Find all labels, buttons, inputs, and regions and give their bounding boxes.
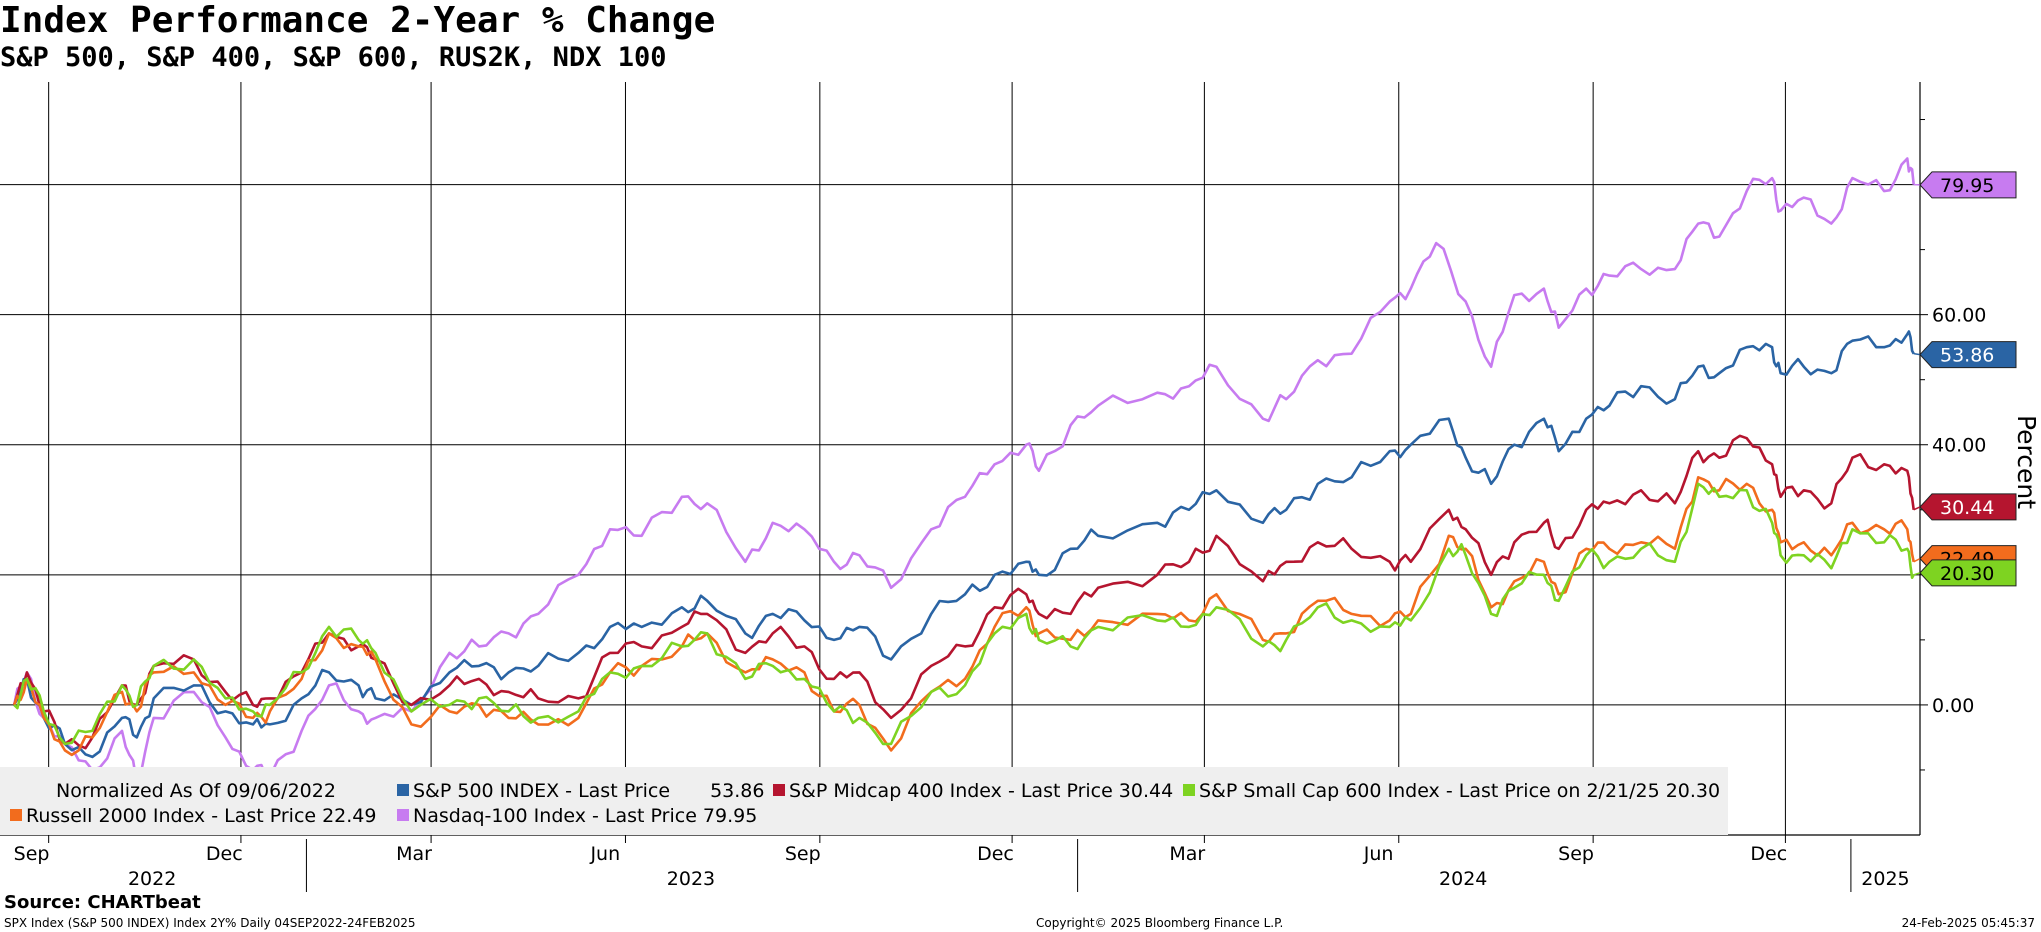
legend-entry-value: 22.49 [322,805,376,827]
series-line-3 [12,476,1915,757]
series-line-4 [13,482,1915,746]
footer-series-info: SPX Index (S&P 500 INDEX) Index 2Y% Dail… [4,916,416,930]
legend-background [0,767,1728,835]
year-label: 2022 [128,868,176,890]
x-tick-label: Sep [1558,843,1594,865]
x-tick-label: Sep [785,843,821,865]
series-layer [12,157,1915,785]
x-tick-label: Jun [1363,843,1394,865]
footer-timestamp: 24-Feb-2025 05:45:37 [1901,916,2035,930]
x-tick-label: Sep [14,843,50,865]
last-value-badge [1919,171,2017,199]
badge-connector [1913,506,1921,511]
y-tick-label: 40.00 [1932,435,1986,457]
legend-entry-label: S&P 500 INDEX - Last Price [413,780,670,802]
last-value-badge [1919,493,2017,521]
badge-connector [1913,572,1921,576]
last-value-label: 30.44 [1940,497,1994,519]
legend-entry-label: S&P Small Cap 600 Index - Last Price on … [1199,780,1660,802]
badge-connector [1913,352,1921,356]
x-tick-label: Dec [206,843,243,865]
chart-title: Index Performance 2-Year % Change [0,0,716,41]
y-tick-label: 60.00 [1932,305,1986,327]
legend-header: Normalized As Of 09/06/2022 [56,780,336,802]
legend-entry-label: Russell 2000 Index - Last Price [26,805,316,827]
last-value-label: 53.86 [1940,345,1994,367]
footer-copyright: Copyright© 2025 Bloomberg Finance L.P. [1036,916,1284,930]
legend-swatch [397,784,409,796]
legend-entry-value: 79.95 [703,805,757,827]
x-axis: Sep Dec Mar Jun Sep Dec Mar Jun Sep Dec 2022 2023 20… [0,834,1920,892]
chart-subtitle: S&P 500, S&P 400, S&P 600, RUS2K, NDX 10… [0,42,667,73]
x-tick-label: Dec [1750,843,1787,865]
legend-swatch [773,784,785,796]
year-label: 2023 [667,868,715,890]
series-line-1 [13,330,1915,759]
last-value-badge [1919,559,2017,587]
legend-entry-value: 30.44 [1119,780,1173,802]
legend-entry-value: 53.86 [710,780,764,802]
last-value-label: 79.95 [1940,175,1994,197]
legend-swatch [10,809,22,821]
y-axis-label: Percent [2012,415,2041,509]
legend-entry-value: 20.30 [1666,780,1720,802]
last-value-badge [1919,341,2017,369]
year-label: 2024 [1439,868,1487,890]
legend: Normalized As Of 09/06/2022 S&P 500 INDE… [0,767,1728,835]
legend-entry-label: Nasdaq-100 Index - Last Price [413,805,697,827]
x-tick-label: Dec [977,843,1014,865]
x-tick-label: Mar [1169,843,1205,865]
series-line-0 [12,157,1915,785]
badge-connector [1913,557,1921,563]
year-label: 2025 [1861,868,1909,890]
y-tick-label: 0.00 [1932,695,1974,717]
last-value-label: 20.30 [1940,563,1994,585]
x-tick-label: Jun [589,843,620,865]
legend-swatch [1183,784,1195,796]
grid-layer [0,82,1920,835]
legend-swatch [397,809,409,821]
legend-entry-label: S&P Midcap 400 Index - Last Price [789,780,1113,802]
source-label: Source: CHARTbeat [4,892,201,913]
x-tick-label: Mar [396,843,432,865]
